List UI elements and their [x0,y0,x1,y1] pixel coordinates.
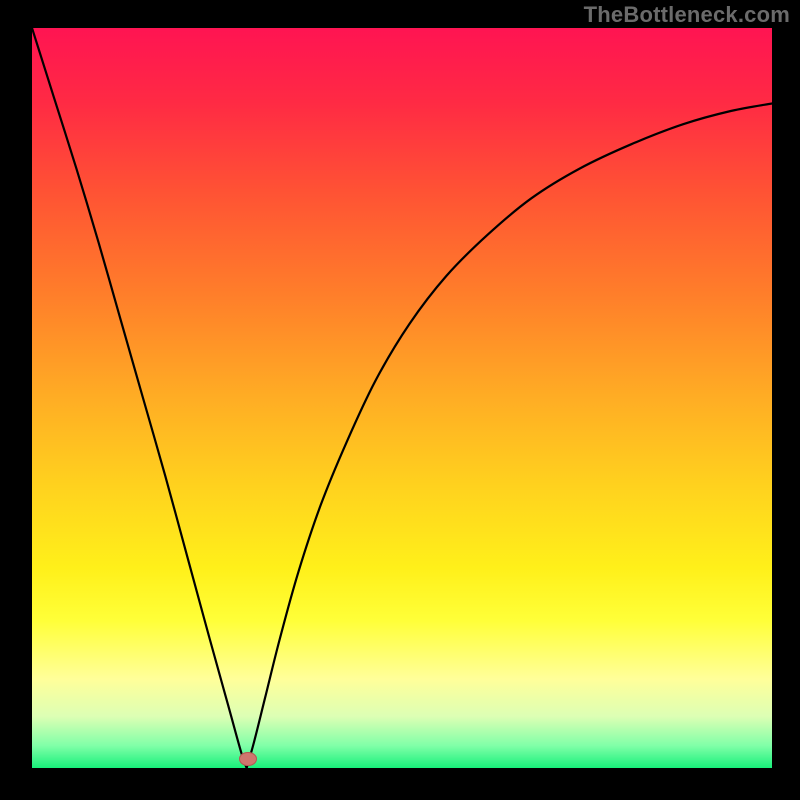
chart-stage: TheBottleneck.com [0,0,800,800]
watermark-text: TheBottleneck.com [584,2,790,28]
minimum-marker [239,752,257,766]
plot-frame [32,28,772,768]
gradient-background [32,28,772,768]
plot-area [32,28,772,768]
